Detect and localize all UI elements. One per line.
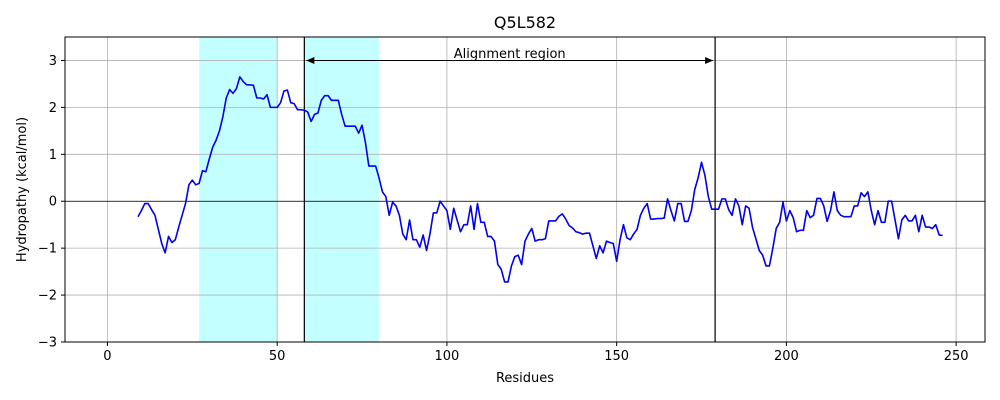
x-axis-label: Residues xyxy=(496,371,554,386)
y-tick-label: 3 xyxy=(49,54,57,69)
alignment-label: Alignment region xyxy=(454,47,566,62)
x-tick-label: 50 xyxy=(269,349,286,364)
y-tick-label: −2 xyxy=(38,289,57,304)
y-tick-label: 2 xyxy=(49,101,57,116)
plot-frame xyxy=(64,36,986,343)
chart-title: Q5L582 xyxy=(494,13,556,32)
series-line-1 xyxy=(137,76,943,283)
y-tick-label: −3 xyxy=(38,336,57,351)
highlight-regions xyxy=(199,37,380,342)
series-layer xyxy=(137,76,943,283)
alignment-arrowhead-right xyxy=(705,56,714,64)
x-axis-ticks: 0 50 100 150 200 250 xyxy=(103,342,969,364)
x-tick-label: 100 xyxy=(435,349,460,364)
y-tick-label: 0 xyxy=(49,195,57,210)
highlight-region-1 xyxy=(199,37,278,342)
x-tick-label: 250 xyxy=(944,349,969,364)
y-axis-ticks: −3 −2 −1 0 1 2 3 xyxy=(38,54,65,351)
x-tick-label: 150 xyxy=(604,349,629,364)
x-tick-label: 200 xyxy=(774,349,799,364)
y-tick-label: 1 xyxy=(49,148,57,163)
highlight-region-2 xyxy=(304,37,380,342)
x-tick-label: 0 xyxy=(103,349,111,364)
alignment-arrowhead-left xyxy=(306,56,315,64)
alignment-annotation: Alignment region xyxy=(306,47,714,64)
y-axis-label: Hydropathy (kcal/mol) xyxy=(15,117,30,262)
y-tick-label: −1 xyxy=(38,242,57,257)
